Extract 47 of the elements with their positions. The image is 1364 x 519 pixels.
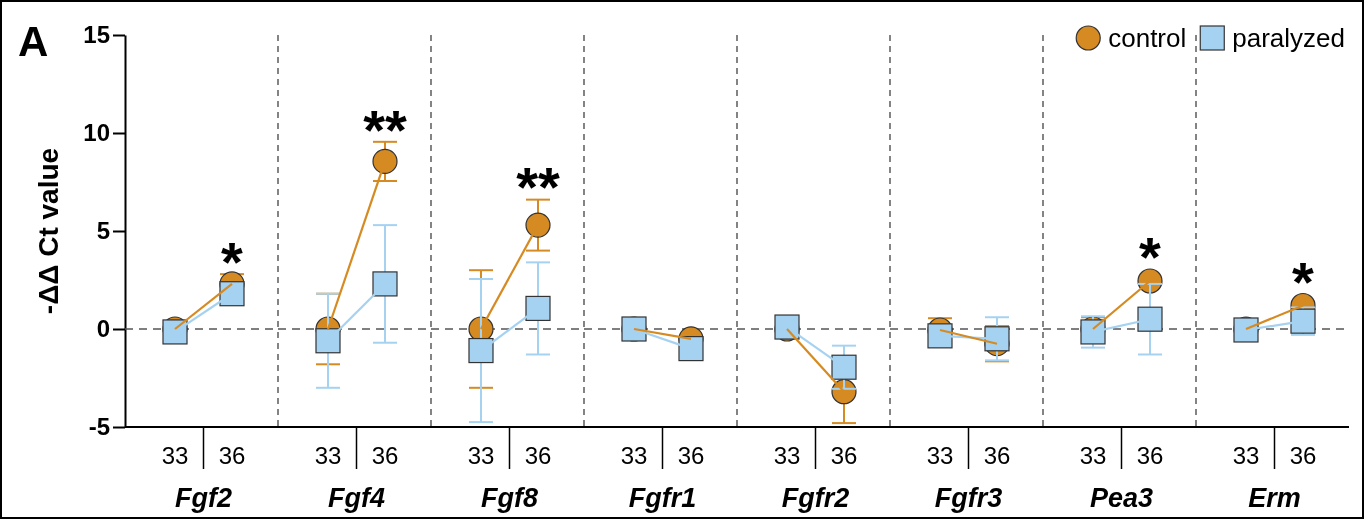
y-tick-label: -5: [88, 413, 110, 441]
x-tick-label: 36: [218, 442, 246, 469]
data-label: **: [363, 97, 407, 161]
x-tick-label: 36: [371, 442, 399, 469]
x-axis-title: Pea3: [1089, 483, 1154, 513]
point: [984, 326, 1010, 352]
data-label: **: [516, 155, 560, 219]
point: [372, 148, 398, 175]
x-axis-title: Fgfr3: [934, 483, 1003, 513]
x-tick-label: 33: [773, 442, 801, 469]
x-tick-label: 33: [926, 442, 954, 469]
x-tick-label: 33: [1232, 442, 1260, 469]
y-tick-label: 0: [96, 315, 110, 343]
data-label: *: [1292, 249, 1315, 313]
data-label: *: [1139, 225, 1162, 289]
text: A: [18, 18, 49, 65]
legend-label: control: [1108, 23, 1187, 53]
x-axis-title: Fgfr2: [781, 483, 850, 513]
point: [219, 281, 245, 307]
x-tick-label: 33: [314, 442, 342, 469]
x-tick-label: 36: [677, 442, 705, 469]
legend-label: paralyzed: [1232, 23, 1345, 53]
point: [315, 328, 341, 354]
x-tick-label: 33: [620, 442, 648, 469]
x-tick-label: 33: [1079, 442, 1107, 469]
point: [927, 323, 953, 349]
x-axis-title: Fgf8: [481, 483, 538, 513]
point: [372, 271, 398, 297]
x-tick-label: 36: [1289, 442, 1317, 469]
y-tick-label: 5: [96, 217, 110, 245]
x-axis-title: Erm: [1248, 483, 1301, 513]
x-tick-label: 36: [983, 442, 1011, 469]
y-tick-label: 10: [83, 119, 110, 147]
x-tick-label: 33: [161, 442, 189, 469]
y-axis-title: -ΔΔ Ct value: [33, 147, 64, 315]
x-tick-label: 36: [524, 442, 552, 469]
x-tick-label: 36: [830, 442, 858, 469]
y-tick-label: 15: [83, 21, 110, 49]
x-axis-title: Fgf4: [328, 483, 385, 513]
point: [525, 212, 551, 238]
x-tick-label: 36: [1136, 442, 1164, 469]
x-axis-title: Fgf2: [175, 483, 232, 513]
point: [468, 337, 494, 364]
data-label: *: [221, 229, 244, 293]
x-axis-title: Fgfr1: [628, 483, 697, 513]
x-tick-label: 33: [467, 442, 495, 469]
point: [525, 295, 551, 322]
